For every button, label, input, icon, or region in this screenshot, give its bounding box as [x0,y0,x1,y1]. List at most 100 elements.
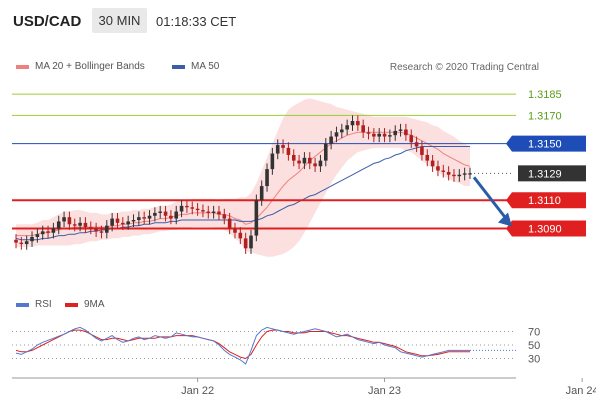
candle-18 [110,218,114,226]
candle-29 [169,215,173,219]
candle-47 [265,169,269,187]
candle-21 [126,221,130,225]
candle-36 [206,211,211,213]
last-price-tag [518,165,586,182]
support-tag-4 [506,192,586,209]
candle-63 [350,121,355,126]
candle-82 [452,174,456,177]
legend-bollinger: MA 20 + Bollinger Bands [16,61,145,72]
candle-23 [137,217,141,221]
forecast-arrow-head [498,212,512,227]
candle-17 [105,225,109,233]
candle-4 [35,234,40,237]
candle-28 [163,211,168,216]
candle-76 [420,146,424,155]
candle-62 [345,125,349,130]
ma50-line [15,146,470,241]
candle-81 [446,171,451,175]
chart-header: USD/CAD 30 MIN 01:18:33 CET [0,0,596,40]
candle-72 [398,129,403,131]
candle-2 [24,241,29,245]
candle-31 [179,205,184,212]
rsi-tick-0: 70 [528,327,540,339]
candle-6 [46,231,50,233]
candle-54 [302,157,307,164]
candle-33 [190,207,195,209]
candle-69 [382,133,387,137]
candle-57 [318,160,323,167]
candle-26 [153,212,157,216]
candle-71 [393,130,398,136]
rsi-line [15,326,470,365]
candle-14 [88,227,93,229]
candle-60 [334,132,339,137]
candle-10 [67,217,72,225]
candle-34 [195,208,200,211]
candle-68 [377,133,381,137]
support-label-4: 1.3110 [528,195,561,207]
candle-35 [201,210,205,212]
x-tick-label-2: Jan 24 [566,385,596,397]
candle-8 [56,221,61,229]
candle-11 [72,224,77,226]
candle-51 [286,147,291,155]
candle-80 [441,170,446,172]
candle-73 [404,129,408,136]
forecast-arrow-shaft [472,176,508,220]
candle-3 [30,236,34,242]
legend-9ma: 9MA [65,299,105,310]
candle-84 [462,173,467,175]
candle-12 [78,222,82,226]
ma9-swatch [65,302,78,307]
candle-32 [185,205,189,208]
candle-59 [329,136,333,144]
candle-5 [40,231,45,235]
candle-66 [366,132,371,134]
legend-rsi: RSI [16,299,52,310]
currency-pair: USD/CAD [13,13,82,30]
candle-45 [254,200,259,236]
candle-83 [457,174,462,177]
candle-22 [131,220,136,222]
candle-41 [233,228,237,233]
candle-25 [147,215,152,219]
legend-ma50: MA 50 [172,61,219,72]
candle-52 [291,154,296,161]
rsi-tick-2: 30 [528,354,540,366]
candle-38 [217,211,221,215]
ma50-swatch [172,64,185,69]
bollinger-band [16,98,470,257]
candle-16 [99,231,104,233]
x-tick-label-1: Jan 23 [368,385,401,397]
support-label-5: 1.3090 [528,224,562,236]
candle-37 [211,211,216,213]
candle-75 [414,142,419,147]
candle-70 [388,135,392,137]
candle-58 [323,143,328,161]
resistance-label-0: 1.3185 [528,89,562,101]
candle-20 [121,222,125,225]
candle-77 [425,154,430,161]
research-credit: Research © 2020 Trading Central [389,62,539,73]
candle-0 [14,239,18,243]
pivot-tag-2 [506,135,586,152]
candle-78 [430,160,435,167]
last-price-label: 1.3129 [528,168,562,180]
bollinger-swatch [16,64,29,69]
x-tick-label-0: Jan 22 [181,385,214,397]
candle-61 [340,129,344,133]
timeframe-button[interactable]: 30 MIN [92,8,147,33]
candle-19 [115,218,120,223]
clock-time: 01:18:33 CET [156,14,237,29]
candle-13 [83,222,88,228]
legend-9ma-label: 9MA [84,299,105,310]
candle-67 [372,133,376,137]
candle-48 [270,153,275,170]
legend-bollinger-label: MA 20 + Bollinger Bands [35,61,145,72]
candle-39 [222,214,227,219]
candle-43 [243,238,248,249]
candle-53 [297,160,301,164]
candle-46 [259,186,264,201]
candle-74 [409,135,414,143]
